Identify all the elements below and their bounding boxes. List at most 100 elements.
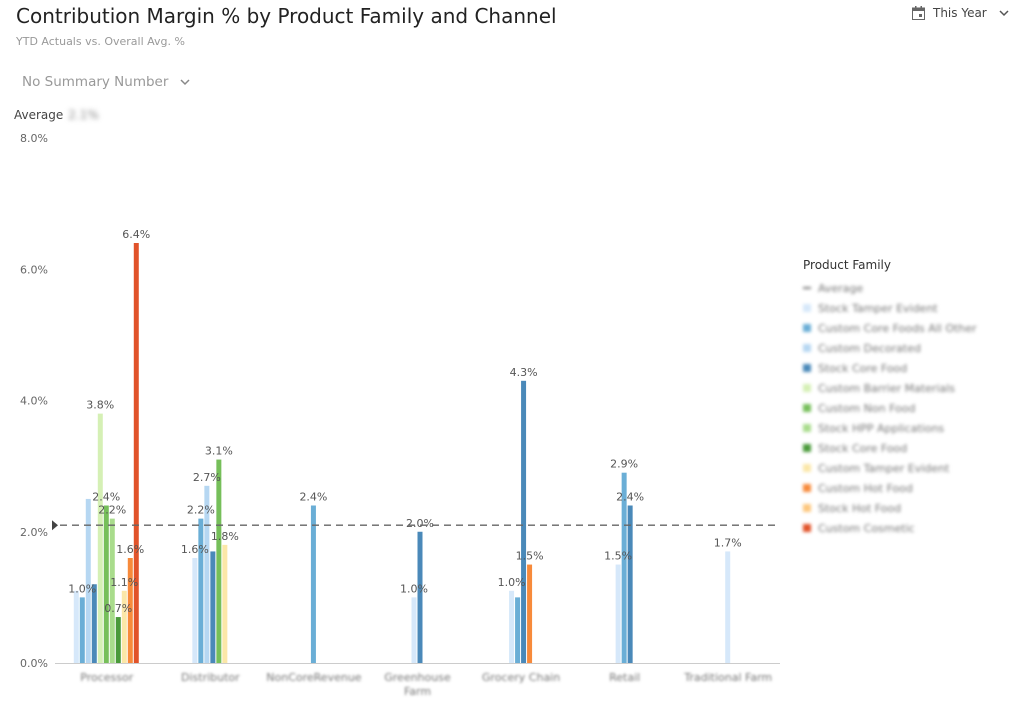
- bar: [222, 544, 228, 663]
- legend-label: Average: [818, 281, 864, 295]
- calendar-icon: [912, 6, 925, 20]
- data-label: 2.2%: [98, 504, 126, 517]
- data-label: 6.4%: [122, 228, 150, 241]
- bar: [411, 597, 417, 663]
- legend-label: Custom Cosmetic: [818, 521, 915, 535]
- bar: [79, 597, 85, 663]
- dashed-line-icon: [803, 287, 811, 289]
- data-label: 2.2%: [187, 504, 215, 517]
- data-label: 1.0%: [498, 576, 526, 589]
- y-tick-label: 0.0%: [20, 657, 48, 670]
- legend-item[interactable]: Custom Tamper Evident: [803, 458, 977, 478]
- legend-item[interactable]: Custom Non Food: [803, 398, 977, 418]
- data-label: 1.8%: [211, 530, 239, 543]
- data-label: 2.4%: [299, 491, 327, 504]
- average-readout: Average 2.1%: [14, 108, 99, 122]
- legend-label: Stock HPP Applications: [818, 421, 945, 435]
- bar: [109, 518, 115, 663]
- bar: [615, 564, 621, 663]
- bar: [103, 505, 109, 663]
- bar: [521, 380, 527, 663]
- bar: [725, 551, 731, 663]
- data-label: 3.1%: [205, 445, 233, 458]
- data-label: 1.0%: [400, 582, 428, 595]
- legend-item[interactable]: Stock Tamper Evident: [803, 298, 977, 318]
- legend-item[interactable]: Stock Core Food: [803, 358, 977, 378]
- legend-swatch: [803, 384, 811, 392]
- bar: [627, 505, 633, 663]
- legend-swatch: [803, 484, 811, 492]
- y-tick-label: 4.0%: [20, 395, 48, 408]
- bar: [121, 590, 127, 663]
- bar: [621, 472, 627, 663]
- legend-item[interactable]: Custom Core Foods All Other: [803, 318, 977, 338]
- legend-swatch: [803, 524, 811, 532]
- bar: [133, 243, 139, 663]
- chevron-down-icon: [180, 78, 190, 85]
- data-label: 0.7%: [104, 602, 132, 615]
- legend-item[interactable]: Custom Barrier Materials: [803, 378, 977, 398]
- data-label: 3.8%: [86, 399, 114, 412]
- bar: [198, 518, 204, 663]
- average-value: 2.1%: [68, 108, 99, 122]
- bar-chart: 0.0% 2.0% 4.0% 6.0% 8.0% Processor 1.0% 3.8% 2.4…: [20, 132, 780, 698]
- legend-item[interactable]: Custom Cosmetic: [803, 518, 977, 538]
- legend-label: Custom Decorated: [818, 341, 921, 355]
- data-label: 1.7%: [714, 536, 742, 549]
- bar: [210, 551, 216, 663]
- x-tick-label: Processor: [80, 671, 133, 684]
- legend-swatch: [803, 464, 811, 472]
- period-label: This Year: [933, 6, 987, 20]
- legend-label: Custom Non Food: [818, 401, 916, 415]
- bar: [192, 558, 198, 663]
- legend-swatch: [803, 424, 811, 432]
- data-label: 1.6%: [181, 543, 209, 556]
- y-tick-label: 8.0%: [20, 132, 48, 145]
- bar: [73, 590, 79, 663]
- legend-label: Custom Hot Food: [818, 481, 913, 495]
- bar: [216, 459, 222, 663]
- y-tick-label: 2.0%: [20, 526, 48, 539]
- summary-select-label: No Summary Number: [22, 74, 169, 90]
- bar: [310, 505, 316, 663]
- bar: [115, 617, 121, 663]
- data-label: 2.4%: [616, 491, 644, 504]
- average-marker-icon: [52, 520, 58, 531]
- bar: [85, 498, 91, 663]
- average-label: Average: [14, 108, 64, 122]
- legend: Product Family Average Stock Tamper Evid…: [803, 258, 977, 538]
- y-tick-label: 6.0%: [20, 263, 48, 276]
- bar: [527, 564, 533, 663]
- x-tick-label: Farm: [404, 685, 431, 698]
- x-tick-label: Traditional Farm: [683, 671, 772, 684]
- legend-swatch: [803, 324, 811, 332]
- legend-item[interactable]: Stock HPP Applications: [803, 418, 977, 438]
- legend-item[interactable]: Stock Core Food: [803, 438, 977, 458]
- legend-label: Stock Core Food: [818, 441, 908, 455]
- x-tick-label: Greenhouse: [384, 671, 451, 684]
- data-label: 2.4%: [92, 491, 120, 504]
- legend-swatch: [803, 444, 811, 452]
- chart-title: Contribution Margin % by Product Family …: [16, 4, 557, 28]
- legend-swatch: [803, 304, 811, 312]
- period-dropdown[interactable]: This Year: [912, 6, 1009, 20]
- x-tick-label: Grocery Chain: [482, 671, 560, 684]
- legend-item[interactable]: Stock Hot Food: [803, 498, 977, 518]
- summary-number-dropdown[interactable]: No Summary Number: [22, 74, 190, 90]
- chart-subtitle: YTD Actuals vs. Overall Avg. %: [16, 35, 185, 48]
- data-label: 4.3%: [510, 366, 538, 379]
- data-label: 1.0%: [68, 582, 96, 595]
- legend-item[interactable]: Custom Hot Food: [803, 478, 977, 498]
- legend-item[interactable]: Custom Decorated: [803, 338, 977, 358]
- legend-label: Custom Barrier Materials: [818, 381, 956, 395]
- data-label: 1.6%: [116, 543, 144, 556]
- legend-label: Custom Core Foods All Other: [818, 321, 977, 335]
- x-tick-label: Distributor: [181, 671, 240, 684]
- legend-item-average[interactable]: Average: [803, 278, 977, 298]
- bar: [515, 597, 521, 663]
- legend-label: Custom Tamper Evident: [818, 461, 950, 475]
- legend-title: Product Family: [803, 258, 891, 272]
- chevron-down-icon: [999, 9, 1009, 16]
- legend-swatch: [803, 404, 811, 412]
- x-tick-label: Retail: [609, 671, 640, 684]
